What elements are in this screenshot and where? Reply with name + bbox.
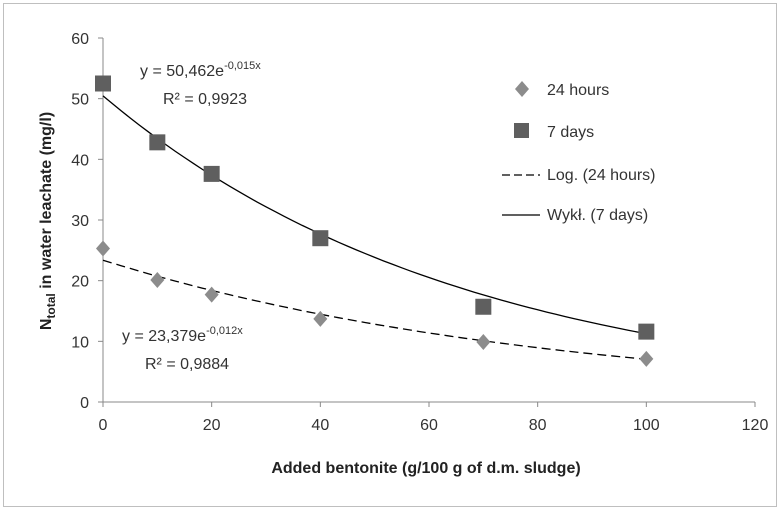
y-tick-label: 40 xyxy=(71,152,89,169)
legend-label-24-hours: 24 hours xyxy=(547,82,609,99)
x-axis-title: Added bentonite (g/100 g of d.m. sludge) xyxy=(271,460,580,477)
x-tick-label: 80 xyxy=(529,417,547,434)
x-tick-label: 40 xyxy=(311,417,329,434)
point-24-hours xyxy=(313,310,328,327)
legend-label-exp: Wykł. (7 days) xyxy=(547,207,648,224)
point-7-days xyxy=(149,134,166,151)
x-tick-label: 120 xyxy=(742,417,769,434)
point-24-hours xyxy=(639,350,654,367)
r2-7-days: R² = 0,9923 xyxy=(163,91,247,108)
y-tick-label: 30 xyxy=(71,213,89,230)
trendlines xyxy=(102,95,647,360)
trendline-7-days xyxy=(102,95,647,335)
y-tick-label: 0 xyxy=(80,395,89,412)
x-tick-label: 0 xyxy=(99,417,108,434)
y-axis-title: Ntotal in water leachate (mg/l) xyxy=(38,112,58,330)
point-24-hours xyxy=(476,333,491,350)
equation-7-days: y = 50,462e-0,015x xyxy=(140,60,261,80)
y-tick-label: 50 xyxy=(71,92,89,109)
y-tick-label: 20 xyxy=(71,274,89,291)
legend-square-icon xyxy=(514,123,529,138)
point-7-days xyxy=(638,323,655,340)
legend: 24 hours 7 days Log. (24 hours) Wykł. (7… xyxy=(502,81,656,224)
equation-24-hours: y = 23,379e-0,012x xyxy=(122,325,243,345)
x-tick-label: 60 xyxy=(420,417,438,434)
legend-diamond-icon xyxy=(515,81,529,97)
legend-label-log: Log. (24 hours) xyxy=(547,167,656,184)
tick-labels: 0 10 20 30 40 50 60 0 20 40 60 80 100 120 xyxy=(71,31,768,434)
x-tick-label: 100 xyxy=(633,417,660,434)
point-24-hours xyxy=(96,240,110,257)
point-7-days xyxy=(203,165,220,182)
legend-label-7-days: 7 days xyxy=(547,124,594,141)
point-24-hours xyxy=(204,286,219,303)
point-24-hours xyxy=(150,272,165,289)
markers xyxy=(95,75,655,367)
y-tick-label: 10 xyxy=(71,334,89,351)
point-7-days xyxy=(475,298,492,315)
y-tick-label: 60 xyxy=(71,31,89,48)
r2-24-hours: R² = 0,9884 xyxy=(145,356,229,373)
axes xyxy=(98,37,756,407)
x-tick-label: 20 xyxy=(203,417,221,434)
point-7-days xyxy=(312,230,329,247)
trendline-24-hours xyxy=(102,259,647,360)
chart-frame xyxy=(3,3,777,507)
point-7-days xyxy=(95,75,111,92)
